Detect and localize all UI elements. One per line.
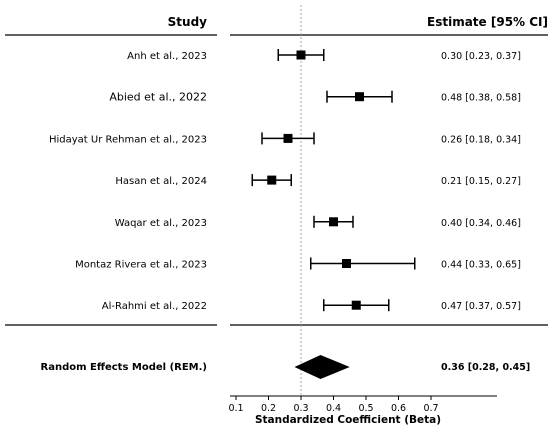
- study-label: Anh et al., 2023: [127, 51, 207, 62]
- x-tick-label: 0.3: [293, 403, 308, 414]
- x-tick-label: 0.1: [228, 403, 243, 414]
- summary-label: Random Effects Model (REM.): [41, 362, 207, 373]
- study-row: Waqar et al., 2023 0.40 [0.34, 0.46]: [115, 215, 521, 229]
- study-label: Montaz Rivera et al., 2023: [75, 260, 207, 271]
- estimate-text: 0.47 [0.37, 0.57]: [441, 301, 521, 312]
- study-row: Al-Rahmi et al., 2022 0.47 [0.37, 0.57]: [102, 299, 521, 312]
- study-label: Abied et al., 2022: [109, 91, 207, 104]
- study-row: Abied et al., 2022 0.48 [0.38, 0.58]: [109, 90, 521, 104]
- point-estimate-marker: [355, 92, 364, 102]
- x-axis-label: Standardized Coefficient (Beta): [255, 414, 441, 426]
- point-estimate-marker: [351, 300, 361, 310]
- estimate-text: 0.48 [0.38, 0.58]: [441, 93, 521, 104]
- estimate-column-header: Estimate [95% CI]: [427, 15, 548, 29]
- point-estimate-marker: [296, 50, 306, 60]
- x-tick-label: 0.4: [326, 403, 341, 414]
- x-tick-label: 0.2: [261, 403, 276, 414]
- study-row: Hidayat Ur Rehman et al., 2023 0.26 [0.18…: [49, 132, 521, 145]
- study-label: Hasan et al., 2024: [115, 176, 207, 187]
- x-tick-label: 0.7: [423, 403, 438, 414]
- summary-estimate-text: 0.36 [0.28, 0.45]: [441, 362, 530, 373]
- estimate-text: 0.44 [0.33, 0.65]: [441, 260, 521, 271]
- study-column-header: Study: [168, 15, 208, 29]
- point-estimate-marker: [283, 133, 293, 143]
- study-label: Hidayat Ur Rehman et al., 2023: [49, 134, 207, 145]
- point-estimate-marker: [267, 175, 277, 185]
- study-label: Al-Rahmi et al., 2022: [102, 301, 207, 312]
- estimate-text: 0.21 [0.15, 0.27]: [441, 176, 521, 187]
- summary-diamond: [294, 355, 350, 379]
- estimate-text: 0.26 [0.18, 0.34]: [441, 134, 521, 145]
- x-tick-label: 0.5: [358, 403, 373, 414]
- study-row: Montaz Rivera et al., 2023 0.44 [0.33, 0.…: [75, 257, 521, 271]
- study-row: Anh et al., 2023 0.30 [0.23, 0.37]: [127, 49, 521, 62]
- study-row: Hasan et al., 2024 0.21 [0.15, 0.27]: [115, 174, 521, 187]
- estimate-text: 0.30 [0.23, 0.37]: [441, 51, 521, 62]
- study-label: Waqar et al., 2023: [115, 218, 207, 229]
- x-tick-label: 0.6: [391, 403, 406, 414]
- point-estimate-marker: [342, 259, 351, 268]
- point-estimate-marker: [329, 217, 338, 227]
- estimate-text: 0.40 [0.34, 0.46]: [441, 218, 521, 229]
